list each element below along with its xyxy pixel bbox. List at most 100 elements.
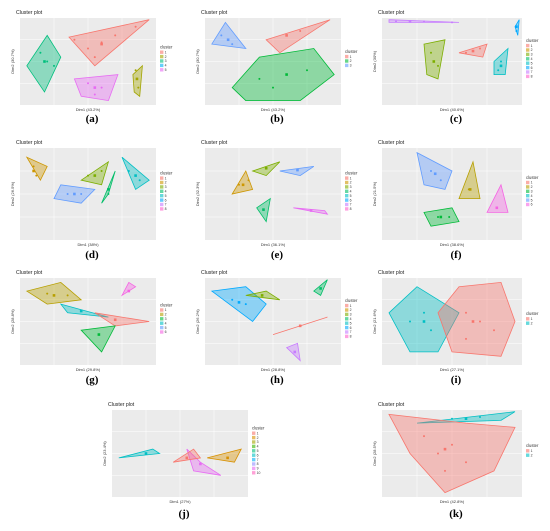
cluster-hull [231, 48, 335, 101]
legend-entry: 2 [165, 313, 167, 317]
cluster-centroid [185, 456, 189, 460]
legend-entry: 10 [257, 471, 261, 475]
data-point [493, 329, 495, 332]
legend-entry: 5 [165, 68, 167, 72]
cluster-hull [211, 21, 247, 50]
data-point [93, 56, 96, 59]
legend-entry: 2 [350, 308, 352, 312]
cluster-centroid [144, 452, 148, 455]
legend-entry: 1 [350, 304, 352, 308]
legend-entry: 4 [257, 445, 259, 449]
legend-swatch [160, 330, 164, 334]
panel-caption: (e) [271, 249, 284, 261]
legend-entry: 6 [350, 198, 352, 202]
cluster-hull [172, 448, 202, 463]
plot-title: Cluster plot [108, 402, 135, 408]
legend-entry: 1 [257, 431, 259, 435]
panel-6: Cluster plot Dim1 (38.6%) Dim2 (21.5%) clus… [372, 140, 539, 261]
legend-entry: 8 [257, 462, 259, 466]
legend-swatch [345, 185, 349, 189]
data-point [437, 452, 439, 455]
panel-caption: (a) [86, 113, 99, 125]
data-point [479, 47, 481, 50]
legend-entry: 2 [257, 436, 259, 440]
legend-entry: 3 [165, 59, 167, 63]
legend-swatch [526, 449, 530, 453]
cluster-hull [210, 286, 267, 323]
legend-swatch [160, 198, 164, 202]
plot-title: Cluster plot [201, 270, 228, 276]
legend-swatch [252, 453, 256, 457]
legend-entry: 7 [350, 203, 352, 207]
legend-swatch [160, 50, 164, 54]
cluster-centroid [262, 208, 265, 211]
data-point [437, 64, 439, 67]
data-point [497, 69, 500, 72]
cluster-hull [132, 64, 143, 98]
legend-title: cluster [526, 311, 539, 316]
y-axis-label: Dim2 (32.3%) [195, 181, 200, 206]
legend-swatch [345, 317, 349, 321]
cluster-centroid [127, 289, 131, 293]
legend-swatch [526, 198, 530, 202]
cluster-centroid [79, 309, 83, 313]
legend-entry: 6 [350, 326, 352, 330]
data-point [409, 320, 411, 323]
legend-swatch [160, 59, 164, 63]
legend-swatch [526, 57, 530, 61]
cluster-centroid [298, 324, 302, 328]
legend-title: cluster [345, 49, 358, 54]
legend-entry: 1 [531, 44, 533, 48]
data-point [247, 179, 250, 182]
legend-title: cluster [345, 298, 358, 303]
legend-entry: 3 [165, 317, 167, 321]
legend-swatch [345, 334, 349, 339]
legend-entry: 3 [350, 313, 352, 317]
legend-entry: 3 [165, 185, 167, 189]
y-axis-label: Dim2 (30.7%) [10, 49, 15, 74]
cluster-centroid [100, 42, 103, 46]
legend-entry: 5 [350, 321, 352, 325]
cluster-centroid [43, 60, 46, 63]
legend-entry: 2 [350, 181, 352, 185]
legend-entry: 2 [531, 321, 533, 325]
data-point [430, 170, 432, 172]
legend-swatch [252, 471, 256, 475]
cluster-centroid [93, 86, 97, 89]
data-point [134, 69, 137, 72]
cluster-centroid [199, 462, 202, 466]
x-axis-label: Dim1 (27%) [169, 499, 191, 504]
legend-entry: 7 [257, 458, 259, 462]
legend-swatch [526, 52, 530, 57]
legend-entry: 6 [531, 66, 533, 70]
cluster-centroid [237, 301, 241, 304]
data-point [299, 30, 302, 33]
data-point [100, 170, 103, 172]
cluster-centroid [226, 38, 230, 42]
cluster-centroid [241, 183, 245, 187]
legend-entry: 4 [350, 317, 352, 321]
legend-entry: 3 [350, 185, 352, 189]
cluster-hull [80, 160, 110, 186]
legend-entry: 6 [531, 203, 533, 207]
panel-caption: (b) [270, 113, 284, 125]
legend-entry: 2 [531, 48, 533, 52]
data-point [479, 320, 481, 323]
y-axis-label: Dim2 (28.8%) [10, 309, 15, 334]
data-point [444, 469, 446, 472]
plot-title: Cluster plot [378, 10, 405, 16]
cluster-centroid [319, 287, 322, 290]
legend-swatch [160, 176, 164, 180]
y-axis-label: Dim2 (30%) [372, 50, 377, 72]
legend-entry: 4 [531, 57, 533, 61]
panel-3: Cluster plot Dim1 (40.6%) Dim2 (30%) cluste… [372, 10, 539, 125]
cluster-hull [207, 448, 242, 463]
cluster-centroid [285, 73, 288, 76]
legend-entry: 8 [350, 335, 352, 339]
cluster-hull [68, 19, 150, 67]
panel-caption: (j) [179, 508, 190, 520]
cluster-centroid [226, 456, 229, 460]
data-point [100, 86, 103, 89]
cluster-centroid [464, 417, 468, 420]
